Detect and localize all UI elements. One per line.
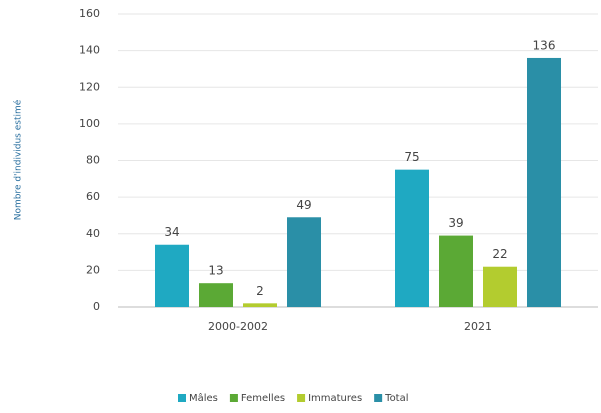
y-tick-label: 80	[86, 154, 100, 167]
y-tick-label: 20	[86, 263, 100, 276]
data-label: 75	[404, 150, 419, 164]
legend-label: Femelles	[241, 393, 285, 404]
y-tick-label: 60	[86, 190, 100, 203]
legend-label: Immatures	[308, 393, 362, 404]
data-label: 39	[448, 216, 463, 230]
legend-swatch	[374, 394, 383, 402]
bar	[243, 303, 277, 307]
bar	[287, 217, 321, 307]
y-tick-label: 100	[79, 117, 100, 130]
data-label: 34	[164, 225, 179, 239]
bar	[155, 244, 189, 307]
bar	[483, 266, 517, 307]
y-axis-label: Nombre d'individus estimé	[13, 99, 24, 220]
data-label: 22	[492, 247, 507, 261]
data-label: 49	[296, 198, 311, 212]
legend-swatch	[297, 394, 306, 402]
y-tick-label: 0	[93, 300, 100, 313]
y-tick-label: 160	[79, 7, 100, 20]
data-label: 136	[533, 38, 556, 52]
bar	[395, 169, 429, 307]
legend-swatch	[229, 394, 238, 402]
x-tick-label: 2021	[464, 320, 492, 333]
data-label: 2	[256, 284, 264, 298]
y-tick-label: 140	[79, 44, 100, 57]
bar	[439, 235, 473, 307]
legend-label: Mâles	[189, 392, 218, 404]
bar	[199, 283, 233, 307]
x-tick-label: 2000-2002	[208, 320, 268, 333]
data-label: 13	[208, 264, 223, 278]
legend-label: Total	[384, 393, 408, 404]
y-tick-label: 40	[86, 227, 100, 240]
y-tick-label: 120	[79, 80, 100, 93]
bar	[527, 57, 561, 308]
legend-swatch	[178, 394, 186, 402]
